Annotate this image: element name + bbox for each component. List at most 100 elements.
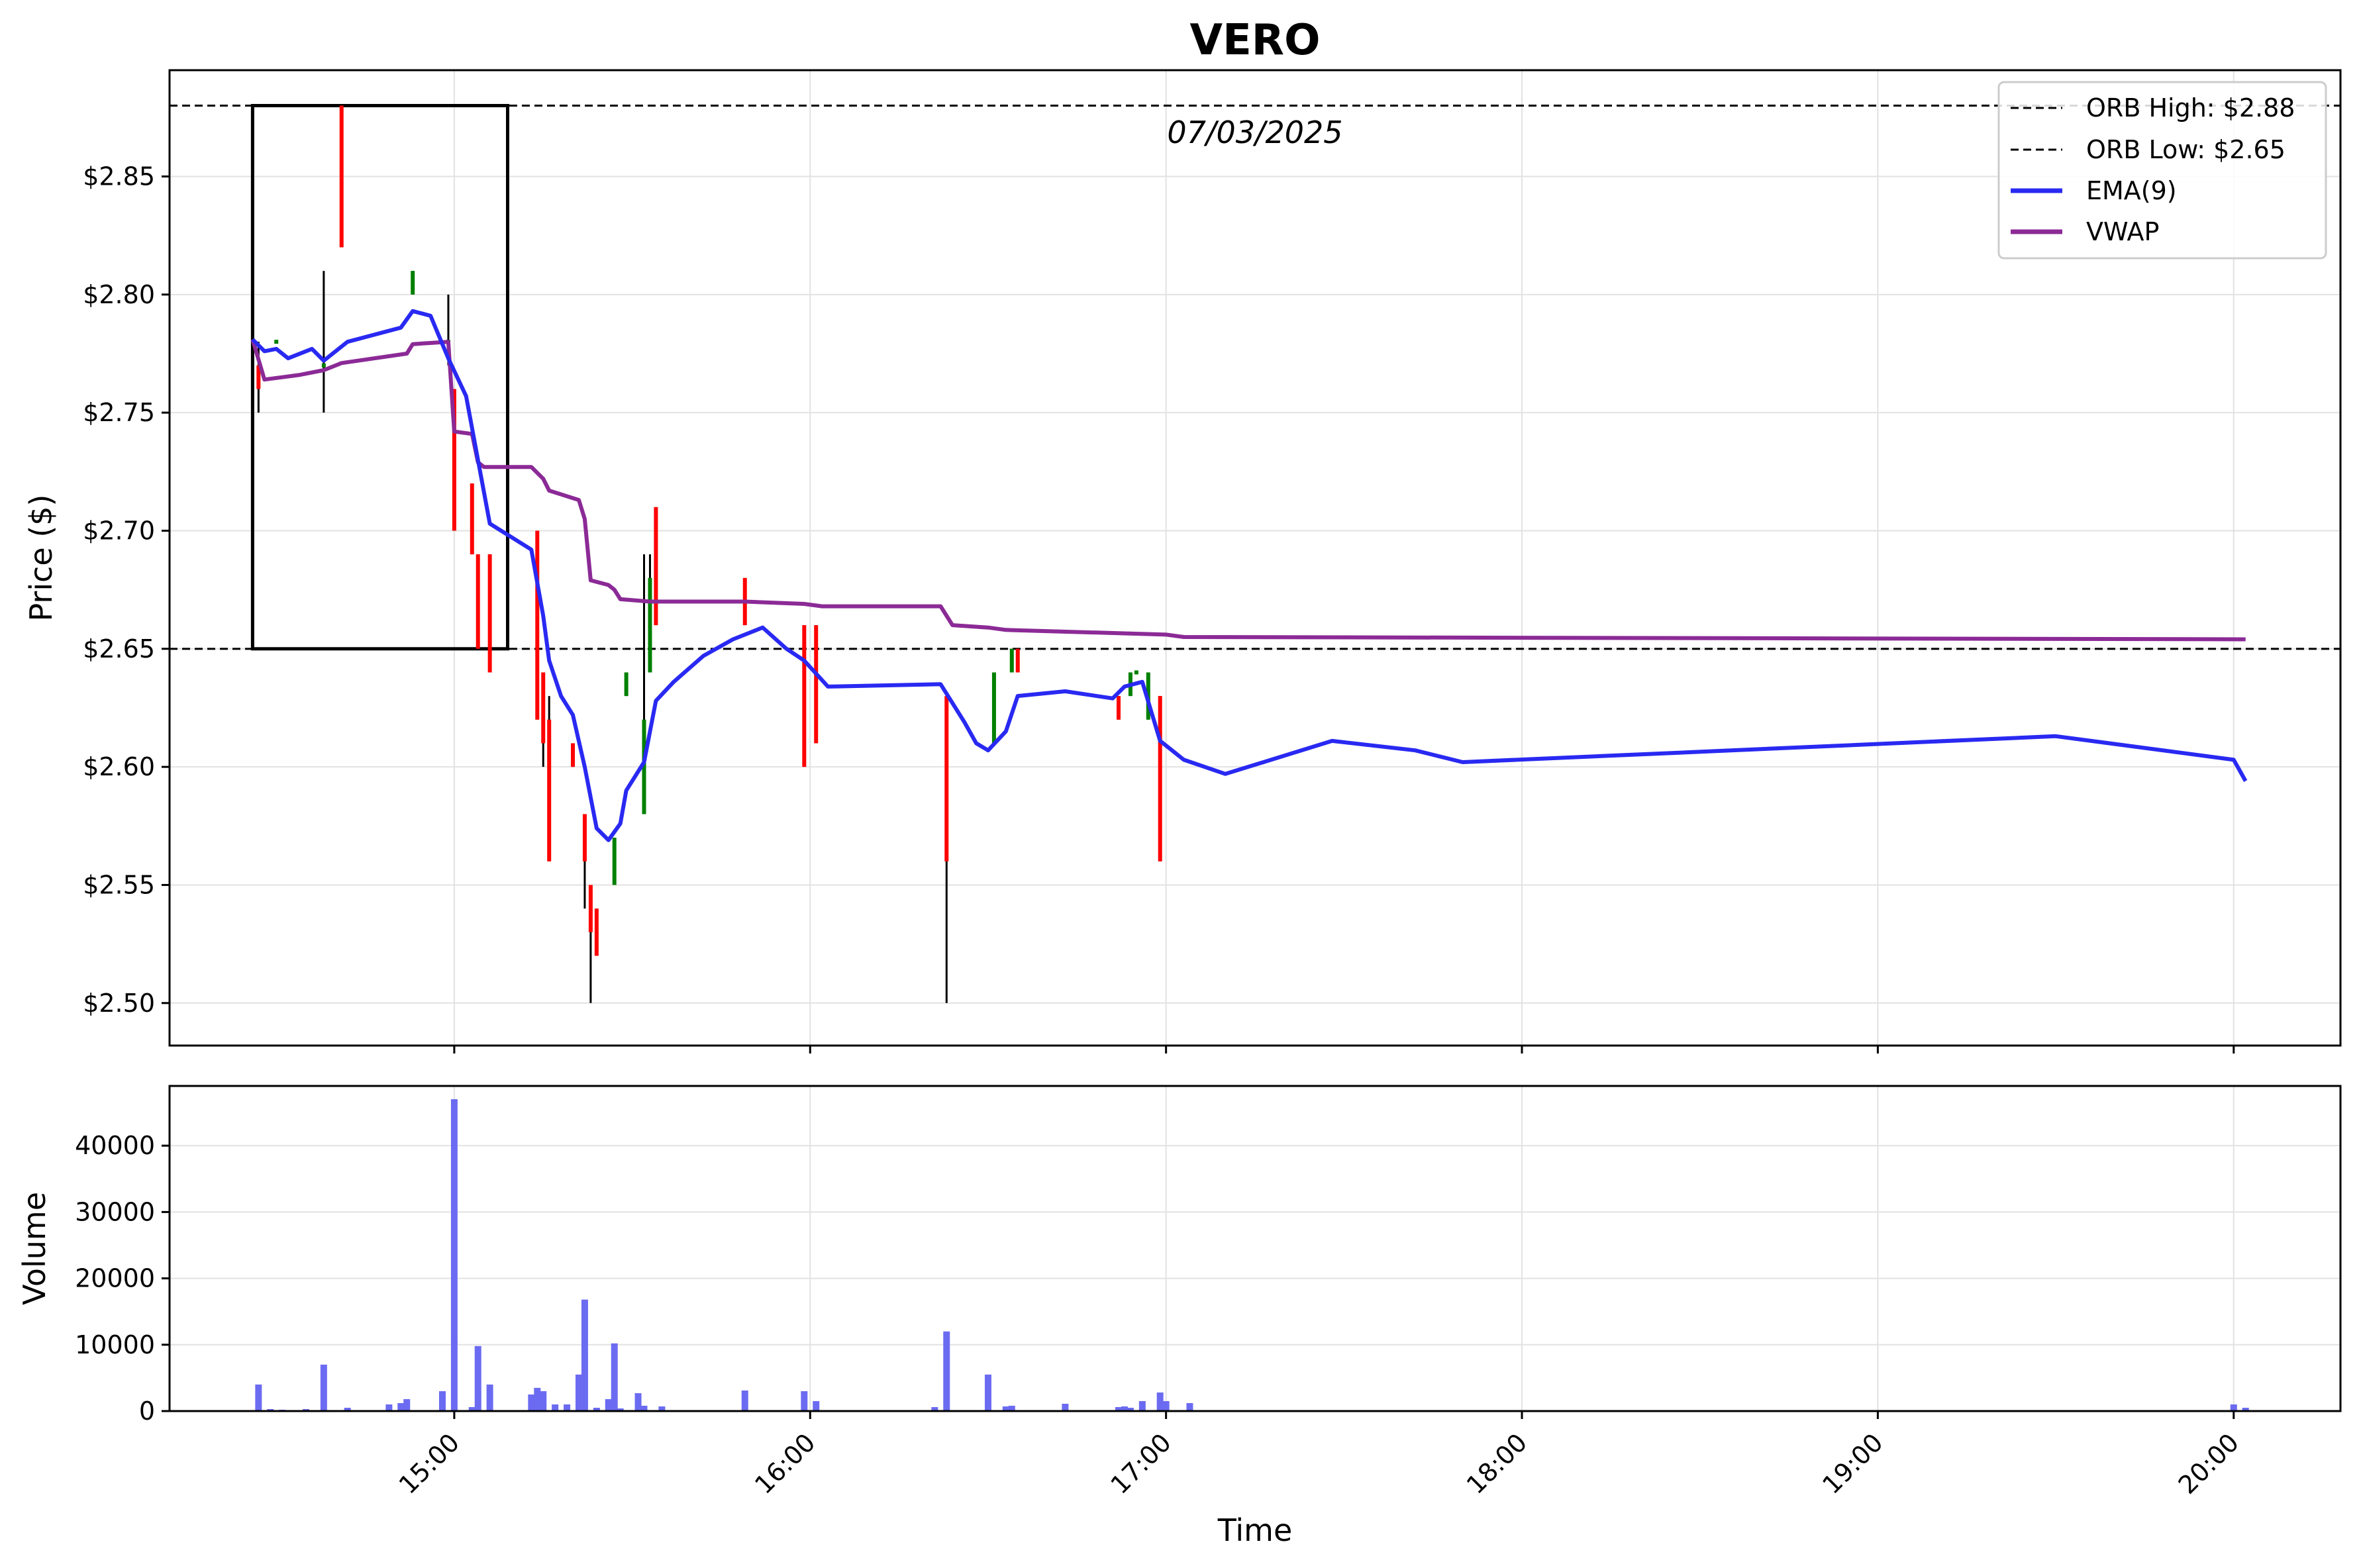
volume-bar [1008, 1405, 1015, 1411]
candle [802, 625, 807, 767]
volume-bar [344, 1407, 351, 1411]
legend-box [1997, 81, 2327, 260]
candle-body [1009, 648, 1014, 673]
volume-bar [528, 1394, 535, 1411]
volume-bar [255, 1384, 262, 1411]
price-y-tick-label: $2.60 [83, 752, 155, 781]
candle [648, 554, 652, 673]
volume-bar [658, 1406, 666, 1411]
candle-body [1158, 696, 1162, 861]
candle-body [1015, 648, 1020, 673]
vwap-line [250, 338, 2246, 642]
candle-body [535, 530, 540, 720]
volume-bar [1186, 1402, 1193, 1411]
volume-bar [741, 1390, 748, 1411]
price-y-tick-label: $2.65 [83, 634, 155, 663]
candle [814, 625, 819, 744]
volume-bar [1162, 1400, 1170, 1411]
volume-y-tick-label: 40000 [75, 1131, 155, 1160]
price-y-tick-label: $2.70 [83, 516, 155, 545]
legend-label-vwap: VWAP [2086, 217, 2159, 246]
candle-body [487, 554, 492, 673]
x-axis-label: Time [1217, 1512, 1293, 1548]
candle-body [339, 105, 344, 248]
candle [642, 554, 646, 814]
volume-y-tick-label: 20000 [75, 1264, 155, 1293]
volume-bar [605, 1398, 612, 1411]
candle-body [274, 340, 279, 344]
volume-bar [267, 1408, 274, 1411]
volume-panel: 0 10000 20000 30000 40000 15:00 16:00 17:00 18:… [17, 1085, 2342, 1500]
price-y-tick-label: $2.85 [83, 162, 155, 191]
price-y-tick-label: $2.75 [83, 398, 155, 427]
candles [256, 105, 1162, 1003]
volume-bar [564, 1404, 571, 1411]
volume-bar [1002, 1406, 1009, 1411]
volume-bar [1138, 1400, 1146, 1411]
volume-bar [801, 1391, 808, 1411]
volume-y-axis-label: Volume [17, 1192, 52, 1305]
candle [547, 696, 552, 861]
candle-body [642, 719, 646, 814]
volume-bar [1156, 1392, 1164, 1411]
candle [612, 838, 617, 885]
legend-label-orb-low: ORB Low: $2.65 [2086, 135, 2286, 164]
candle-body [582, 814, 587, 861]
candle [321, 271, 326, 413]
candle [594, 908, 599, 956]
volume-y-tick-label: 10000 [75, 1330, 155, 1359]
legend-label-ema: EMA(9) [2086, 176, 2177, 205]
candle-body [256, 365, 261, 389]
volume-bar [302, 1408, 309, 1411]
volume-bar [385, 1404, 393, 1411]
candle-body [547, 719, 552, 861]
price-frame [168, 69, 2342, 1047]
candle [476, 554, 480, 649]
candle-body [541, 672, 546, 744]
x-tick-label: 17:00 [1105, 1428, 1177, 1500]
candle-body [588, 885, 593, 932]
candle-body [411, 271, 415, 295]
legend-label-orb-high: ORB High: $2.88 [2086, 93, 2295, 122]
candle [991, 672, 996, 744]
candle-body [991, 672, 996, 744]
volume-x-ticks: 15:00 16:00 17:00 18:00 19:00 20:00 [393, 1411, 2244, 1500]
volume-bar [2230, 1404, 2237, 1411]
volume-bar [403, 1398, 411, 1411]
volume-frame [168, 1085, 2342, 1412]
price-y-tick-label: $2.80 [83, 280, 155, 309]
volume-bar [450, 1099, 458, 1411]
volume-bar [438, 1391, 446, 1411]
volume-bar [581, 1299, 588, 1411]
volume-bar [1121, 1406, 1128, 1411]
volume-bar [611, 1343, 618, 1411]
legend: ORB High: $2.88 ORB Low: $2.65 EMA(9) VW… [1997, 81, 2327, 260]
price-grid [170, 70, 2340, 1046]
volume-bar [943, 1331, 950, 1411]
x-tick-label: 20:00 [2173, 1428, 2245, 1500]
x-tick-label: 15:00 [393, 1428, 466, 1500]
volume-y-tick-label: 0 [139, 1396, 155, 1426]
candle-body [594, 908, 599, 956]
candle-body [654, 507, 658, 626]
candle [654, 507, 658, 626]
candle-body [624, 672, 628, 697]
volume-grid [170, 1086, 2340, 1412]
volume-bar [320, 1364, 327, 1411]
candle-body [612, 838, 617, 885]
volume-bar [1127, 1407, 1134, 1411]
price-y-tick-label: $2.55 [83, 870, 155, 899]
price-x-ticks [453, 1046, 2235, 1054]
x-tick-label: 19:00 [1817, 1428, 1889, 1500]
candle-body [1117, 696, 1121, 720]
volume-bar [1062, 1403, 1069, 1411]
volume-bar [468, 1406, 476, 1411]
candle [582, 814, 587, 909]
volume-bar [640, 1405, 648, 1411]
orb-box [250, 103, 510, 651]
candle [1015, 648, 1020, 673]
candle [571, 743, 576, 767]
candle [274, 340, 279, 344]
candle-body [452, 389, 456, 531]
